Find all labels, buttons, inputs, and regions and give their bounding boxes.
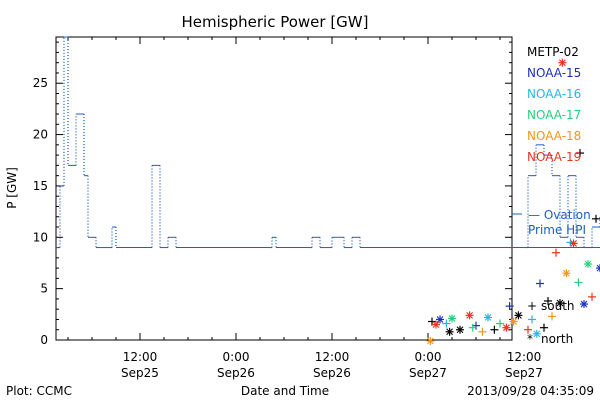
y-tick-label: 0 (40, 333, 48, 347)
x-tick-date-label: Sep26 (217, 366, 255, 380)
y-tick-label: 15 (33, 179, 48, 193)
data-point-north (556, 299, 564, 308)
legend-entry: NOAA-19 (527, 150, 581, 164)
data-point-north (532, 329, 541, 338)
data-point-south (505, 302, 514, 311)
x-tick-time-label: 12:00 (123, 350, 158, 364)
timestamp: 2013/09/28 04:35:09 (467, 384, 594, 398)
x-tick-date-label: Sep25 (121, 366, 159, 380)
data-point-south (524, 325, 532, 334)
data-point-south (548, 312, 556, 321)
symbol-legend-glyph: * (527, 332, 533, 346)
data-point-north (509, 317, 518, 326)
x-tick-time-label: 12:00 (315, 350, 350, 364)
legend-entry: NOAA-15 (527, 66, 581, 80)
x-tick-time-label: 0:00 (223, 350, 250, 364)
data-point-north (426, 337, 435, 346)
legend-entry: NOAA-18 (527, 129, 581, 143)
ovation-legend-label: Prime HPI (528, 223, 586, 237)
x-axis-label: Date and Time (241, 384, 329, 398)
data-point-south (442, 319, 451, 328)
data-point-north (596, 264, 600, 273)
data-point-south (552, 248, 560, 257)
data-point-south (496, 319, 504, 328)
data-point-north (558, 58, 567, 67)
data-point-north (484, 313, 492, 322)
y-tick-label: 10 (33, 230, 48, 244)
data-point-north (569, 239, 578, 248)
legend-entry: NOAA-16 (527, 87, 581, 101)
data-point-south (574, 278, 583, 287)
data-point-south (588, 292, 596, 301)
y-axis-label: P [GW] (5, 167, 19, 209)
y-tick-label: 20 (33, 128, 48, 142)
legend-entry: METP-02 (527, 45, 579, 59)
data-point-north (448, 314, 456, 323)
data-point-north (502, 323, 511, 332)
data-point-north (584, 259, 592, 268)
symbol-legend-label: north (541, 332, 573, 346)
data-point-south (478, 327, 487, 336)
data-point-south (468, 323, 477, 332)
x-tick-date-label: Sep27 (505, 366, 543, 380)
data-point-north (445, 327, 454, 336)
data-point-north (580, 300, 588, 309)
ovation-legend-label: — Ovation (528, 208, 591, 222)
data-point-south (592, 214, 600, 223)
legend-entry: NOAA-17 (527, 108, 581, 122)
data-point-south (544, 296, 552, 305)
data-point-south (540, 323, 548, 332)
plot-frame (55, 36, 513, 341)
data-point-south (490, 325, 499, 334)
data-point-south (576, 149, 584, 158)
y-tick-label: 25 (33, 76, 48, 90)
plot-credit: Plot: CCMC (6, 384, 72, 398)
x-tick-date-label: Sep27 (409, 366, 447, 380)
symbol-legend-glyph: + (527, 299, 537, 313)
x-tick-date-label: Sep26 (313, 366, 351, 380)
data-point-north (562, 269, 571, 278)
symbol-legend-label: south (541, 299, 575, 313)
x-tick-time-label: 12:00 (507, 350, 542, 364)
x-tick-time-label: 0:00 (415, 350, 442, 364)
data-point-south (528, 315, 536, 324)
data-point-north (432, 320, 440, 329)
data-point-north (436, 315, 444, 324)
data-point-north (465, 311, 474, 320)
data-point-south (536, 279, 544, 288)
data-point-north (514, 311, 523, 320)
y-tick-label: 5 (40, 282, 48, 296)
chart-title: Hemispheric Power [GW] (182, 13, 369, 31)
data-point-north (456, 325, 464, 334)
